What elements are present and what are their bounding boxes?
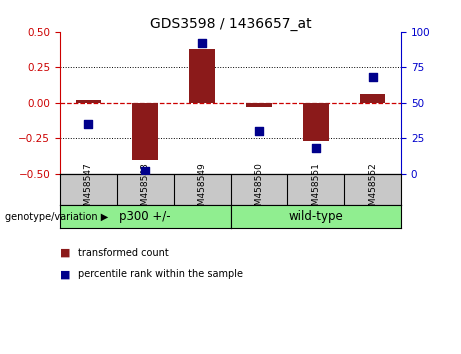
Text: ■: ■ [60, 269, 71, 279]
Point [85, 121, 92, 127]
Text: GSM458552: GSM458552 [368, 162, 377, 217]
Text: GSM458547: GSM458547 [84, 162, 93, 217]
Point [312, 145, 319, 151]
Text: transformed count: transformed count [78, 248, 169, 258]
Bar [303, 103, 329, 141]
Point [369, 74, 376, 80]
Bar [360, 94, 385, 103]
Point [255, 129, 263, 134]
Text: ■: ■ [60, 248, 71, 258]
Title: GDS3598 / 1436657_at: GDS3598 / 1436657_at [150, 17, 311, 31]
Bar [132, 103, 158, 160]
Bar [76, 100, 101, 103]
Point [198, 40, 206, 46]
Text: GSM458550: GSM458550 [254, 162, 263, 217]
Bar [246, 103, 272, 107]
Text: wild-type: wild-type [289, 210, 343, 223]
Text: p300 +/-: p300 +/- [119, 210, 171, 223]
Text: GSM458548: GSM458548 [141, 162, 150, 217]
Text: GSM458551: GSM458551 [311, 162, 320, 217]
Point [142, 168, 149, 174]
Bar [189, 49, 215, 103]
Text: genotype/variation ▶: genotype/variation ▶ [5, 212, 108, 222]
Text: GSM458549: GSM458549 [198, 162, 207, 217]
Text: percentile rank within the sample: percentile rank within the sample [78, 269, 243, 279]
